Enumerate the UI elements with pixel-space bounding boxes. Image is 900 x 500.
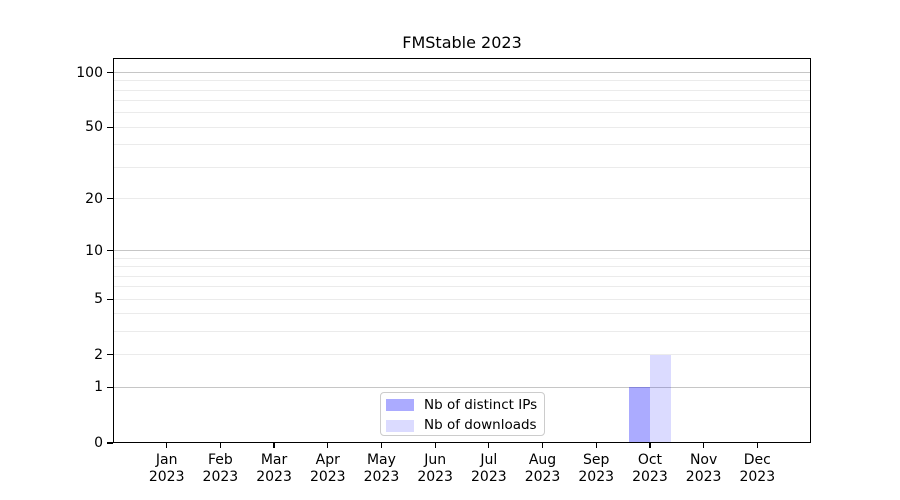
x-tick-mark: [327, 443, 329, 448]
gridline-minor: [113, 257, 811, 259]
x-tick-label-year: 2023: [363, 469, 400, 485]
legend-swatch-distinct-ips: [386, 399, 414, 412]
y-tick-mark: [107, 126, 113, 128]
x-tick-label-year: 2023: [256, 469, 292, 485]
bar-nb-of-distinct-ips-oct: [628, 387, 650, 443]
y-tick-mark: [107, 354, 113, 356]
x-tick-label: Nov 2023: [676, 452, 732, 486]
x-tick-label: Apr 2023: [300, 452, 356, 486]
y-tick-mark: [107, 249, 113, 252]
gridline-minor: [113, 166, 811, 168]
x-tick-label-month: Jun: [424, 452, 447, 468]
gridline-minor: [113, 266, 811, 268]
x-tick-mark: [434, 443, 436, 448]
y-tick-label: 20: [85, 190, 103, 207]
legend-entry-distinct-ips: Nb of distinct IPs: [386, 396, 540, 415]
x-tick-mark: [541, 443, 544, 448]
x-tick-mark: [756, 443, 758, 448]
x-tick-label: Jul 2023: [461, 452, 517, 486]
y-tick-mark: [107, 71, 113, 74]
x-tick-label-month: Nov: [689, 452, 718, 468]
y-tick-label: 2: [94, 346, 103, 363]
x-tick-label: Feb 2023: [192, 452, 248, 486]
gridline-minor: [113, 298, 811, 300]
x-tick-mark: [380, 443, 383, 448]
x-tick-label-year: 2023: [309, 469, 346, 485]
x-tick-label-month: Apr: [315, 452, 340, 468]
gridline-minor: [113, 354, 811, 356]
x-tick-mark: [703, 443, 705, 448]
y-tick-mark: [107, 386, 113, 388]
y-tick-label: 10: [85, 242, 103, 259]
gridline-minor: [113, 198, 811, 200]
x-tick-mark: [219, 443, 221, 448]
x-tick-label-month: Oct: [637, 452, 663, 468]
y-tick-label: 100: [76, 64, 103, 81]
x-tick-label-year: 2023: [471, 469, 507, 485]
gridline-minor: [113, 126, 811, 128]
x-tick-label-month: Dec: [743, 452, 771, 468]
x-tick-label-month: Mar: [260, 452, 288, 468]
y-tick-label: 0: [94, 435, 103, 451]
gridline-minor: [113, 313, 811, 315]
x-tick-label-month: Jul: [480, 452, 498, 468]
legend-entry-downloads: Nb of downloads: [386, 417, 540, 436]
gridline-major: [113, 250, 811, 251]
x-tick-label: Jun 2023: [407, 452, 463, 486]
x-tick-label: Sep 2023: [568, 452, 624, 486]
gridline-minor: [113, 275, 811, 277]
y-tick-label: 1: [94, 379, 103, 396]
gridline-minor: [113, 286, 811, 288]
x-tick-mark: [488, 443, 490, 448]
x-tick-label-year: 2023: [202, 469, 239, 485]
gridline-minor: [113, 144, 811, 146]
x-tick-label: May 2023: [353, 452, 409, 486]
gridline-major: [113, 72, 811, 73]
x-tick-label-year: 2023: [417, 469, 453, 485]
bar-nb-of-downloads-oct: [649, 354, 671, 443]
legend-label-distinct-ips: Nb of distinct IPs: [424, 396, 538, 413]
y-tick-mark: [107, 442, 113, 444]
gridline-minor: [113, 80, 811, 82]
x-tick-label-month: Jan: [155, 452, 178, 468]
x-tick-label: Aug 2023: [515, 452, 571, 486]
x-tick-mark: [595, 443, 597, 448]
x-tick-label-year: 2023: [685, 469, 722, 485]
x-tick-label-month: May: [366, 452, 396, 468]
gridline-minor: [113, 89, 811, 91]
gridline-major: [113, 386, 811, 388]
x-tick-label: Jan 2023: [139, 452, 195, 486]
x-tick-mark: [166, 443, 168, 448]
legend: Nb of distinct IPs Nb of downloads: [380, 392, 545, 436]
x-tick-label-year: 2023: [739, 469, 776, 485]
legend-label-downloads: Nb of downloads: [424, 417, 537, 434]
x-tick-label: Dec 2023: [729, 452, 785, 486]
gridline-minor: [113, 331, 811, 333]
x-tick-mark: [273, 443, 275, 448]
gridline-minor: [113, 100, 811, 102]
y-tick-label: 50: [85, 119, 103, 136]
x-tick-label-year: 2023: [524, 469, 561, 485]
chart-title: FMStable 2023: [402, 33, 522, 52]
x-tick-label-year: 2023: [578, 469, 615, 485]
gridline-minor: [113, 112, 811, 114]
x-tick-label: Mar 2023: [246, 452, 302, 486]
x-tick-label-month: Feb: [207, 452, 233, 468]
x-tick-label-year: 2023: [632, 469, 668, 485]
x-tick-label: Oct 2023: [622, 452, 678, 486]
y-tick-mark: [107, 197, 113, 200]
x-tick-label-year: 2023: [148, 469, 185, 485]
x-tick-mark: [649, 443, 651, 448]
x-tick-label-month: Sep: [583, 452, 610, 468]
y-tick-label: 5: [94, 291, 103, 308]
x-tick-label-month: Aug: [528, 452, 557, 468]
y-tick-mark: [107, 298, 113, 300]
legend-swatch-downloads: [386, 419, 414, 432]
